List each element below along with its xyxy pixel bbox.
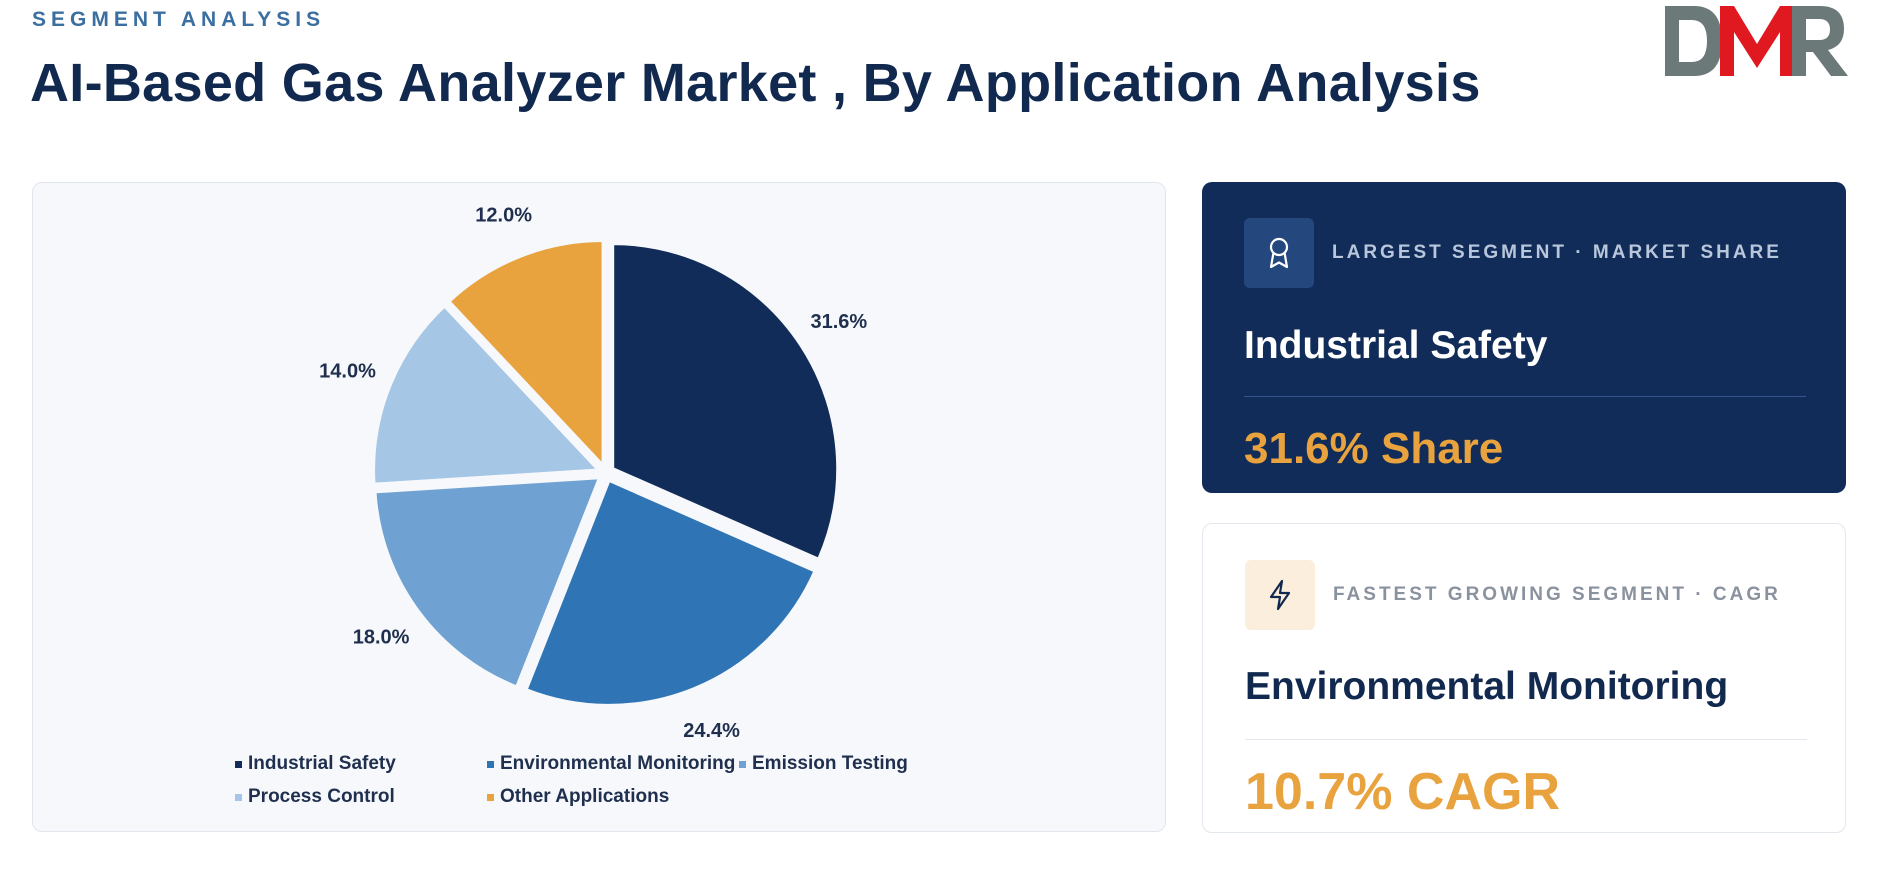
legend-item: Industrial Safety	[235, 753, 396, 775]
pie-slice-emission-testing	[373, 476, 602, 689]
legend-swatch	[487, 793, 494, 801]
section-eyebrow: SEGMENT ANALYSIS	[32, 8, 326, 31]
largest-segment-card: LARGEST SEGMENT · MARKET SHARE Industria…	[1202, 182, 1846, 493]
largest-segment-name: Industrial Safety	[1244, 324, 1548, 367]
legend-swatch	[235, 760, 242, 768]
pie-chart: 31.6% 24.4% 18.0% 14.0% 12.0%	[319, 205, 867, 743]
legend-label: Other Applications	[500, 786, 670, 807]
pie-slice-environmental-monitoring	[524, 478, 817, 707]
pie-data-label: 31.6%	[810, 311, 867, 333]
pie-data-label: 24.4%	[683, 720, 740, 742]
pie-data-label: 18.0%	[353, 626, 410, 648]
largest-segment-value: 31.6% Share	[1244, 424, 1504, 473]
legend-item: Environmental Monitoring	[487, 753, 735, 775]
legend-label: Process Control	[248, 786, 395, 807]
legend-swatch	[487, 760, 494, 768]
legend-item: Emission Testing	[739, 753, 908, 775]
legend-label: Emission Testing	[752, 753, 908, 774]
legend-label: Environmental Monitoring	[500, 753, 736, 774]
lightning-icon-box	[1245, 560, 1315, 630]
pie-slice-other-applications	[446, 239, 605, 470]
fastest-growing-value: 10.7% CAGR	[1245, 763, 1560, 821]
legend-label: Industrial Safety	[248, 753, 396, 774]
legend-item: Process Control	[235, 786, 395, 808]
legend-swatch	[739, 760, 746, 768]
page-title: AI-Based Gas Analyzer Market , By Applic…	[30, 53, 1481, 113]
pie-chart-card: 31.6% 24.4% 18.0% 14.0% 12.0% Industrial Saf…	[32, 182, 1166, 832]
award-icon-box	[1244, 218, 1314, 288]
pie-slice-process-control	[372, 303, 602, 486]
legend-swatch	[235, 793, 242, 801]
pie-slice-industrial-safety	[611, 242, 840, 562]
divider	[1244, 396, 1806, 397]
fastest-growing-label: FASTEST GROWING SEGMENT · CAGR	[1333, 584, 1781, 605]
pie-data-label: 12.0%	[475, 205, 532, 227]
largest-segment-label: LARGEST SEGMENT · MARKET SHARE	[1332, 242, 1782, 263]
divider	[1245, 739, 1807, 740]
fastest-growing-name: Environmental Monitoring	[1245, 665, 1729, 708]
pie-data-label: 14.0%	[319, 361, 376, 383]
legend-item: Other Applications	[487, 786, 669, 808]
lightning-icon	[1269, 579, 1291, 611]
award-icon	[1269, 237, 1289, 269]
fastest-growing-card: FASTEST GROWING SEGMENT · CAGR Environme…	[1202, 523, 1846, 833]
dmr-logo	[1665, 6, 1848, 76]
